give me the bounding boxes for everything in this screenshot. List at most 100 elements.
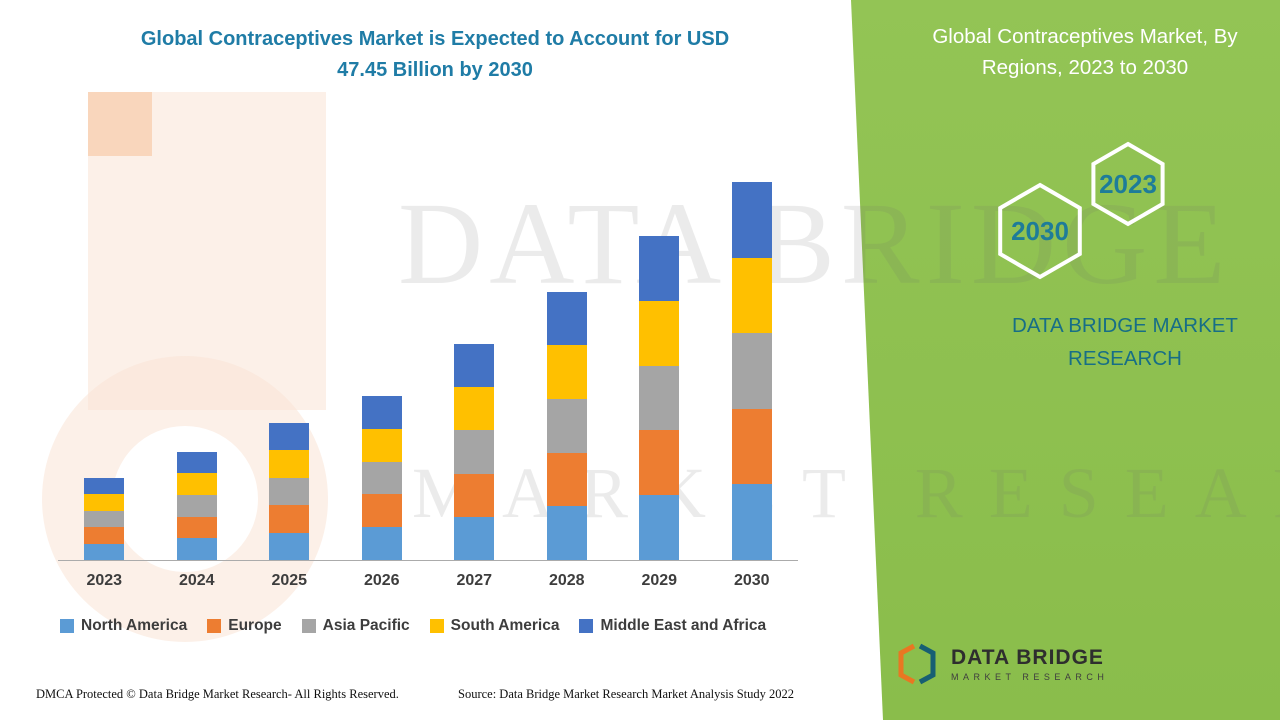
legend-item: Middle East and Africa bbox=[579, 617, 766, 635]
bar-segment-asia-pacific bbox=[361, 461, 402, 495]
bar-segment-middle-east-and-africa bbox=[546, 291, 587, 346]
x-axis-line bbox=[58, 560, 798, 561]
x-axis-label: 2024 bbox=[178, 572, 215, 589]
bar-segment-europe bbox=[269, 505, 310, 533]
year-hexagons: 2023 2030 bbox=[998, 141, 1165, 280]
bar-segment-middle-east-and-africa bbox=[269, 423, 310, 451]
bar-2030 bbox=[706, 182, 799, 560]
legend-swatch bbox=[301, 619, 316, 633]
bar-segment-south-america bbox=[361, 428, 402, 462]
source-notice: Source: Data Bridge Market Research Mark… bbox=[458, 687, 795, 701]
bar-2024 bbox=[151, 182, 244, 560]
bar-segment-middle-east-and-africa bbox=[731, 182, 772, 258]
x-axis-label: 2029 bbox=[641, 572, 678, 589]
chart-legend: North America Europe Asia Pacific South Ame… bbox=[60, 617, 766, 635]
x-axis-label: 2030 bbox=[733, 572, 770, 589]
stacked-bar-chart: 2023 2024 2025 2026 2027 2028 2029 2030 bbox=[58, 182, 798, 590]
bar-segment-europe bbox=[361, 494, 402, 528]
x-axis-label: 2027 bbox=[456, 572, 493, 589]
x-axis-label: 2023 bbox=[86, 572, 123, 589]
bar-segment-middle-east-and-africa bbox=[84, 478, 125, 495]
bar-segment-south-america bbox=[731, 257, 772, 334]
bar-2027 bbox=[428, 182, 521, 560]
stacked-bar bbox=[361, 396, 402, 560]
bar-segment-europe bbox=[176, 516, 217, 539]
legend-item: North America bbox=[60, 617, 187, 635]
legend-label: North America bbox=[81, 617, 188, 634]
bar-segment-europe bbox=[84, 527, 125, 544]
bar-segment-north-america bbox=[546, 506, 587, 560]
bar-segment-north-america bbox=[454, 516, 495, 560]
stacked-bar bbox=[639, 236, 680, 560]
stacked-bar bbox=[731, 182, 772, 560]
bar-segment-asia-pacific bbox=[454, 430, 495, 474]
bar-segment-north-america bbox=[176, 538, 217, 560]
x-axis-label: 2028 bbox=[548, 572, 585, 589]
bar-segment-north-america bbox=[269, 532, 310, 560]
bar-segment-south-america bbox=[176, 473, 217, 495]
legend-item: Asia Pacific bbox=[301, 617, 410, 635]
bar-segment-north-america bbox=[731, 484, 772, 560]
logo-title: DATA BRIDGE bbox=[951, 645, 1104, 669]
bar-segment-south-america bbox=[546, 345, 587, 399]
legend-label: Middle East and Africa bbox=[600, 617, 767, 634]
legend-item: Europe bbox=[207, 617, 282, 635]
bar-segment-europe bbox=[454, 473, 495, 517]
bars-area bbox=[58, 182, 798, 560]
bar-segment-south-america bbox=[269, 450, 310, 478]
bar-segment-south-america bbox=[639, 300, 680, 366]
bar-2029 bbox=[613, 182, 706, 560]
bar-segment-asia-pacific bbox=[176, 494, 217, 517]
legend-item: South America bbox=[429, 617, 560, 635]
bar-segment-north-america bbox=[639, 495, 680, 560]
hexagon-2030-label: 2030 bbox=[1011, 216, 1069, 246]
stacked-bar bbox=[546, 291, 587, 560]
hexagon-2030-outline bbox=[998, 182, 1082, 280]
chart-title-line1: Global Contraceptives Market is Expected… bbox=[140, 28, 730, 50]
x-axis-labels: 2023 2024 2025 2026 2027 2028 2029 2030 bbox=[58, 572, 798, 590]
hexagon-2023-label: 2023 bbox=[1099, 169, 1157, 199]
legend-swatch bbox=[579, 619, 594, 633]
x-axis-label: 2026 bbox=[363, 572, 400, 589]
bar-segment-asia-pacific bbox=[731, 333, 772, 409]
bar-segment-europe bbox=[639, 430, 680, 496]
hexagon-2023-outline bbox=[1091, 141, 1165, 227]
bar-2026 bbox=[336, 182, 429, 560]
legend-label: Asia Pacific bbox=[322, 617, 410, 634]
data-bridge-logo-icon bbox=[898, 643, 936, 685]
stacked-bar bbox=[269, 423, 310, 560]
bar-segment-south-america bbox=[454, 387, 495, 431]
side-panel-title: Global Contraceptives Market, By Regions… bbox=[932, 25, 1238, 79]
bar-segment-middle-east-and-africa bbox=[176, 451, 217, 474]
bar-segment-asia-pacific bbox=[639, 365, 680, 431]
x-axis-label: 2025 bbox=[271, 572, 308, 589]
stacked-bar bbox=[454, 344, 495, 560]
legend-swatch bbox=[207, 619, 222, 633]
legend-swatch bbox=[429, 619, 444, 633]
bar-segment-south-america bbox=[84, 494, 125, 511]
bar-2025 bbox=[243, 182, 336, 560]
bar-segment-middle-east-and-africa bbox=[639, 236, 680, 301]
bar-2028 bbox=[521, 182, 614, 560]
bar-segment-middle-east-and-africa bbox=[361, 396, 402, 429]
bar-segment-asia-pacific bbox=[84, 510, 125, 528]
legend-swatch bbox=[60, 619, 74, 633]
bar-segment-middle-east-and-africa bbox=[454, 344, 495, 388]
data-bridge-logo: DATA BRIDGE MARKET RESEARCH bbox=[893, 640, 1108, 688]
logo-subtitle: MARKET RESEARCH bbox=[951, 672, 1109, 683]
stacked-bar bbox=[84, 478, 125, 560]
chart-title: Global Contraceptives Market is Expected… bbox=[70, 24, 800, 86]
brand-name-text: DATA BRIDGE MARKET RESEARCH bbox=[1012, 314, 1238, 370]
background-logo-shape bbox=[88, 92, 152, 156]
dmca-notice: DMCA Protected © Data Bridge Market Rese… bbox=[36, 687, 399, 701]
legend-label: South America bbox=[450, 617, 560, 634]
legend-label: Europe bbox=[228, 617, 282, 634]
data-bridge-logo-text: DATA BRIDGE MARKET RESEARCH bbox=[951, 646, 1108, 682]
bar-segment-asia-pacific bbox=[546, 398, 587, 453]
bar-segment-north-america bbox=[84, 543, 125, 560]
bar-segment-north-america bbox=[361, 527, 402, 560]
chart-title-line2: 47.45 Billion by 2030 bbox=[337, 59, 533, 81]
bar-segment-europe bbox=[546, 452, 587, 507]
